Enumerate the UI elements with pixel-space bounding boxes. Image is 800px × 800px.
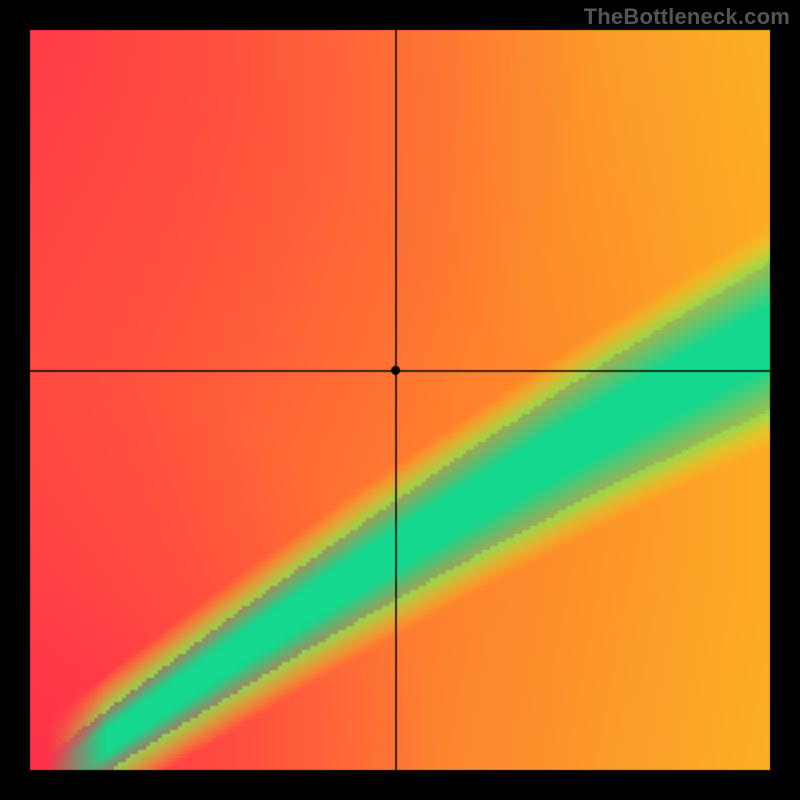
bottleneck-heatmap — [0, 0, 800, 800]
chart-container: TheBottleneck.com — [0, 0, 800, 800]
source-watermark: TheBottleneck.com — [584, 4, 790, 30]
